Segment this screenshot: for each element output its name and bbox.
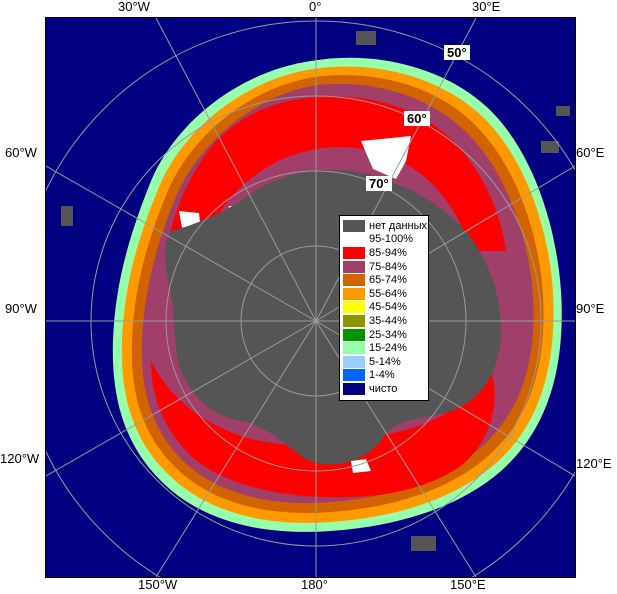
- legend-swatch: [343, 342, 365, 355]
- legend-swatch: [343, 260, 365, 273]
- lat-label-70: 70°: [366, 176, 392, 191]
- legend-item: 35-44%: [343, 314, 425, 328]
- ice-band-red-south: [151, 361, 495, 498]
- map-legend: нет данных 95-100% 85-94% 75-84% 65-74% 55-64…: [339, 215, 429, 401]
- lon-label-30e: 30°E: [472, 0, 501, 14]
- legend-label: 25-34%: [369, 328, 407, 341]
- lat-label-60: 60°: [404, 111, 430, 126]
- legend-item: 85-94%: [343, 246, 425, 260]
- legend-item: 55-64%: [343, 287, 425, 301]
- sea-ice-concentration-image: [46, 18, 575, 577]
- ice-band-red-north: [166, 96, 506, 251]
- sea-ice-map: [45, 17, 576, 578]
- legend-swatch: [343, 246, 365, 259]
- lon-label-60w: 60°W: [5, 145, 37, 160]
- no-data-speck-4: [541, 141, 559, 153]
- ice-patch-white-1: [361, 136, 411, 179]
- legend-swatch: [343, 219, 365, 232]
- legend-item: 75-84%: [343, 260, 425, 274]
- no-data-speck-2: [61, 206, 73, 226]
- legend-label: нет данных: [369, 219, 428, 232]
- lon-label-90w: 90°W: [5, 301, 37, 316]
- legend-item: 25-34%: [343, 328, 425, 342]
- legend-item: 65-74%: [343, 273, 425, 287]
- legend-label: 35-44%: [369, 314, 407, 327]
- legend-item: 15-24%: [343, 341, 425, 355]
- lon-label-90e: 90°E: [576, 301, 605, 316]
- lon-label-120w: 120°W: [0, 451, 40, 466]
- legend-swatch: [343, 382, 365, 395]
- legend-label: 85-94%: [369, 246, 407, 259]
- legend-item: нет данных: [343, 219, 428, 233]
- lon-label-150w: 150°W: [138, 577, 178, 592]
- lon-label-120e: 120°E: [576, 456, 612, 471]
- lon-label-30w: 30°W: [118, 0, 150, 14]
- legend-item: 95-100%: [343, 233, 425, 247]
- legend-label: 1-4%: [369, 369, 395, 382]
- legend-swatch: [343, 328, 365, 341]
- legend-label: 15-24%: [369, 342, 407, 355]
- legend-item: 5-14%: [343, 355, 425, 369]
- legend-item: чисто: [343, 382, 425, 396]
- legend-swatch: [343, 301, 365, 314]
- legend-swatch: [343, 233, 365, 246]
- legend-item: 1-4%: [343, 369, 425, 383]
- legend-label: 45-54%: [369, 301, 407, 314]
- legend-label: 75-84%: [369, 260, 407, 273]
- legend-swatch: [343, 355, 365, 368]
- legend-label: 55-64%: [369, 287, 407, 300]
- legend-swatch: [343, 369, 365, 382]
- legend-item: 45-54%: [343, 301, 425, 315]
- legend-swatch: [343, 274, 365, 287]
- lon-label-180: 180°: [301, 577, 328, 592]
- no-data-speck-1: [356, 31, 376, 45]
- legend-swatch: [343, 314, 365, 327]
- legend-label: 5-14%: [369, 355, 401, 368]
- legend-label: чисто: [369, 382, 398, 395]
- no-data-speck-5: [556, 106, 570, 116]
- lat-label-50: 50°: [444, 45, 470, 60]
- no-data-speck-3: [411, 536, 436, 551]
- lon-label-0: 0°: [309, 0, 322, 14]
- lon-label-60e: 60°E: [576, 145, 605, 160]
- legend-label: 95-100%: [369, 233, 414, 246]
- legend-label: 65-74%: [369, 274, 407, 287]
- legend-swatch: [343, 287, 365, 300]
- lon-label-150e: 150°E: [450, 577, 486, 592]
